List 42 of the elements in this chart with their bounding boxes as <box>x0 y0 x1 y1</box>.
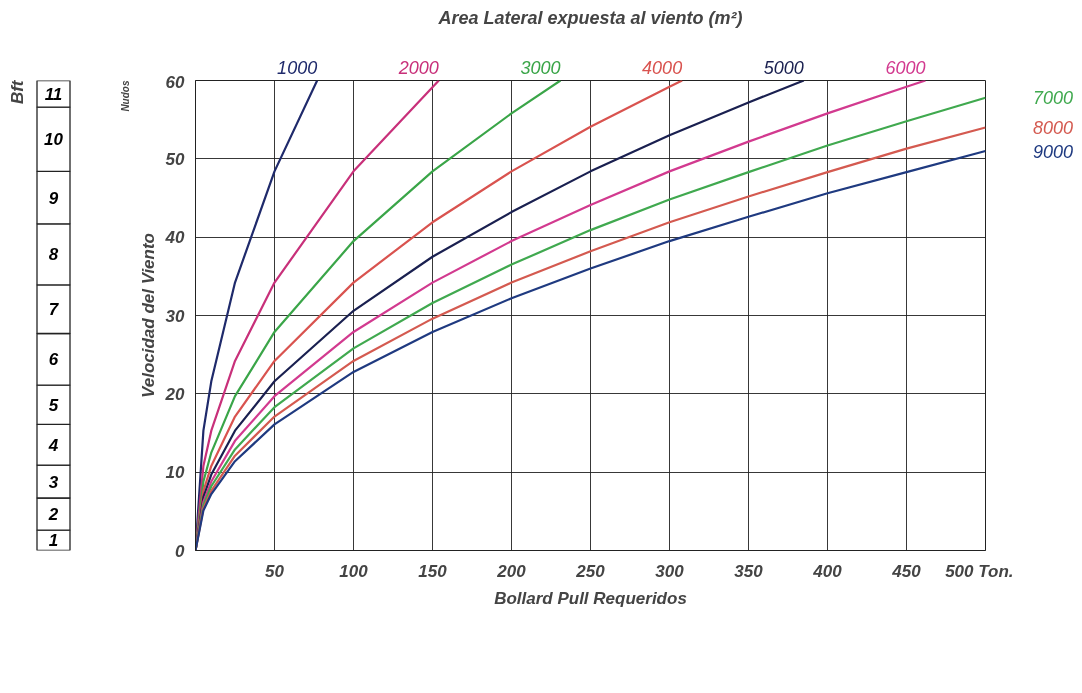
x-tick-label: 450 <box>891 561 922 581</box>
series-label: 2000 <box>397 58 439 79</box>
annotation: 1 <box>48 531 59 551</box>
annotation: 6 <box>48 350 59 370</box>
x-tick-label: 300 <box>655 561 685 581</box>
legend-title: Area Lateral expuesta al viento (m²) <box>437 7 743 28</box>
annotation: 11 <box>44 84 63 104</box>
y-axis-title: Velocidad del Viento <box>138 233 158 398</box>
text: 9000 <box>1033 141 1074 162</box>
annotation: 4 <box>47 435 59 455</box>
annotation: 5 <box>48 395 59 415</box>
text: 8000 <box>1033 118 1074 138</box>
annotation: 2 <box>47 505 59 525</box>
y-tick-label: 10 <box>165 463 186 483</box>
annotation: 3 <box>48 472 59 492</box>
y-tick-label: 0 <box>175 541 186 561</box>
x-tick-label: 500 Ton. <box>945 561 1014 581</box>
series-label: 6000 <box>885 58 926 79</box>
series-label: 1000 <box>277 58 318 79</box>
text: Nudos <box>119 80 131 112</box>
y-tick-label: 20 <box>164 384 186 404</box>
series-label: 5000 <box>763 58 804 79</box>
y-tick-label: 30 <box>165 306 186 326</box>
text: 7000 <box>1033 88 1074 109</box>
annotation: 10 <box>44 130 64 150</box>
x-tick-label: 150 <box>418 561 448 581</box>
y-tick-label: 60 <box>165 72 186 92</box>
x-tick-label: 250 <box>575 561 606 581</box>
x-tick-label: 100 <box>339 561 369 581</box>
chart-title: Bft <box>7 79 27 105</box>
x-tick-label: 400 <box>812 561 843 581</box>
series-label: 3000 <box>520 58 561 79</box>
y-tick-label: 50 <box>165 149 186 169</box>
annotation: 7 <box>48 300 60 320</box>
series-label: 4000 <box>642 58 683 79</box>
annotation: 9 <box>48 188 59 208</box>
x-tick-label: 200 <box>496 561 527 581</box>
x-tick-label: 50 <box>265 561 285 581</box>
y-tick-label: 40 <box>164 228 186 248</box>
x-tick-label: 350 <box>734 561 764 581</box>
annotation: 8 <box>48 245 59 265</box>
x-axis-title: Bollard Pull Requeridos <box>494 588 687 608</box>
